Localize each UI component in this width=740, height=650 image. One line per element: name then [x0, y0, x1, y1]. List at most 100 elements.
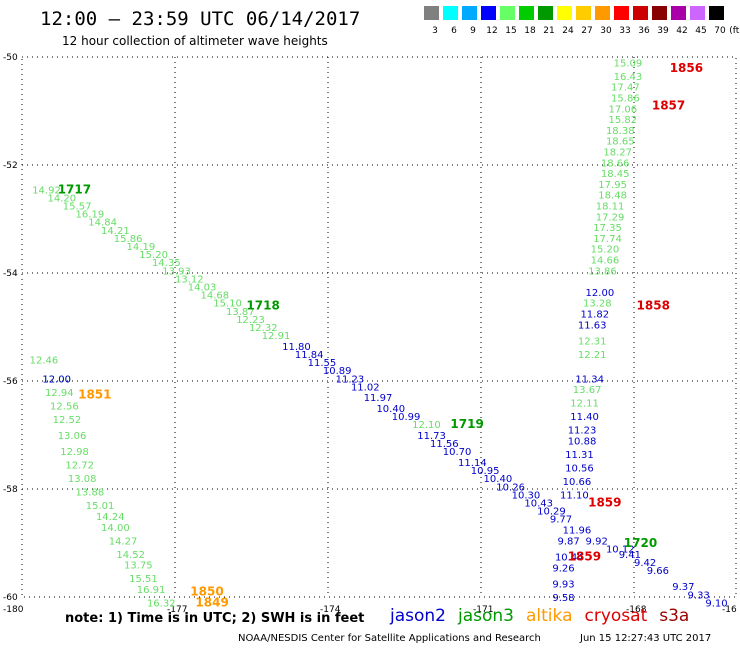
track-time-label: 1718 — [246, 298, 279, 312]
wave-height-label: 11.55 — [308, 358, 337, 369]
wave-height-label: 11.23 — [568, 426, 597, 437]
wave-height-label: 15.10 — [213, 299, 242, 310]
wave-height-label: 11.97 — [364, 393, 393, 404]
wave-height-label: 10.29 — [537, 507, 566, 518]
wave-height-label: 18.66 — [601, 158, 630, 169]
wave-height-label: 12.31 — [578, 337, 607, 348]
legend-label: 30 — [600, 26, 612, 36]
satellite-name: altika — [526, 606, 573, 626]
wave-height-label: 18.65 — [606, 137, 635, 148]
wave-height-label: 10.70 — [443, 447, 472, 458]
credit-text: NOAA/NESDIS Center for Satellite Applica… — [238, 633, 541, 644]
y-tick-label: -56 — [3, 377, 18, 387]
wave-height-label: 15.57 — [63, 202, 92, 213]
wave-height-label: 14.35 — [152, 258, 181, 269]
wave-height-label: 11.56 — [430, 439, 459, 450]
wave-height-label: 10.89 — [323, 366, 352, 377]
wave-height-label: 14.19 — [127, 242, 156, 253]
wave-height-label: 9.92 — [586, 536, 608, 547]
x-tick-label: -180 — [3, 605, 24, 615]
wave-height-label: 13.08 — [68, 474, 97, 485]
legend-label: 36 — [638, 26, 650, 36]
track-time-label: 1849 — [195, 595, 228, 609]
wave-height-label: 17.06 — [609, 104, 638, 115]
wave-height-label: 11.82 — [580, 310, 609, 321]
wave-height-label: 12.23 — [236, 315, 265, 326]
legend-swatch — [481, 6, 496, 20]
legend-swatch — [538, 6, 553, 20]
wave-height-label: 12.11 — [570, 399, 599, 410]
wave-height-label: 10.88 — [568, 436, 597, 447]
wave-height-label: 18.38 — [606, 126, 635, 137]
wave-height-label: 12.98 — [60, 447, 89, 458]
track-time-label: 1859 — [568, 550, 601, 564]
track-time-label: 1851 — [78, 388, 111, 402]
wave-height-label: 14.20 — [48, 193, 77, 204]
page-title: 12:00 – 23:59 UTC 06/14/2017 — [40, 8, 361, 30]
wave-height-label: 15.86 — [611, 94, 640, 105]
satellite-name: s3a — [659, 606, 690, 626]
wave-height-label: 12.10 — [412, 420, 441, 431]
legend-swatch — [443, 6, 458, 20]
wave-height-label: 12.72 — [65, 461, 94, 472]
wave-height-label: 17.29 — [596, 212, 625, 223]
wave-height-label: 13.75 — [124, 561, 153, 572]
legend-swatch — [652, 6, 667, 20]
legend-label: 15 — [505, 26, 517, 36]
wave-height-label: 11.02 — [351, 382, 380, 393]
legend-label: 45 — [695, 26, 707, 36]
wave-height-label: 11.31 — [565, 450, 594, 461]
legend-label: 9 — [470, 26, 476, 36]
track-time-label: 1856 — [670, 61, 703, 75]
wave-height-label: 10.99 — [392, 412, 421, 423]
map-frame — [21, 56, 737, 598]
wave-height-label: 11.34 — [575, 374, 604, 385]
legend-label: 12 — [486, 26, 498, 36]
legend-label: 6 — [451, 26, 457, 36]
track-time-label: 1858 — [637, 298, 670, 312]
wave-height-label: 13.88 — [76, 488, 105, 499]
wave-height-label: 9.66 — [647, 566, 669, 577]
timestamp: Jun 15 12:27:43 UTC 2017 — [580, 633, 712, 644]
wave-height-label: 11.23 — [336, 374, 365, 385]
wave-height-label: 13.67 — [573, 385, 602, 396]
wave-height-label: 9.33 — [688, 590, 710, 601]
wave-height-label: 17.95 — [598, 180, 627, 191]
wave-height-label: 9.87 — [558, 536, 580, 547]
wave-height-label: 9.37 — [672, 582, 694, 593]
wave-height-label: 12.56 — [50, 401, 79, 412]
legend-label: 39 — [657, 26, 669, 36]
x-tick-label: -177 — [167, 605, 187, 615]
wave-height-label: 12.94 — [45, 388, 74, 399]
y-tick-label: -50 — [3, 53, 18, 63]
x-tick-label: -174 — [320, 605, 341, 615]
wave-height-label: 14.00 — [101, 523, 130, 534]
wave-height-label: 16.19 — [76, 210, 105, 221]
wave-height-label: 14.03 — [188, 283, 217, 294]
x-tick-label: -16 — [722, 605, 737, 615]
wave-height-label: 11.96 — [563, 526, 592, 537]
track-time-label: 1719 — [450, 417, 483, 431]
wave-height-label: 13.28 — [583, 299, 612, 310]
wave-height-label: 15.82 — [609, 115, 638, 126]
wave-height-label: 10.66 — [563, 477, 592, 488]
track-time-label: 1859 — [588, 496, 621, 510]
x-tick-label: -171 — [473, 605, 493, 615]
wave-height-label: 16.91 — [137, 585, 166, 596]
legend-unit: (ft) — [729, 26, 740, 36]
wave-height-label: 14.92 — [32, 185, 61, 196]
wave-height-label: 15.20 — [591, 245, 620, 256]
wave-height-label: 13.06 — [58, 431, 87, 442]
legend-swatch — [690, 6, 705, 20]
wave-height-label: 11.73 — [417, 431, 446, 442]
legend-label: 33 — [619, 26, 631, 36]
wave-height-label: 11.63 — [578, 320, 607, 331]
wave-height-label: 12.00 — [42, 374, 71, 385]
wave-height-label: 11.40 — [570, 412, 599, 423]
legend-swatch — [519, 6, 534, 20]
wave-height-label: 13.93 — [162, 266, 191, 277]
legend-swatch — [424, 6, 439, 20]
wave-height-label: 14.66 — [591, 256, 620, 267]
wave-height-label: 9.58 — [552, 593, 574, 604]
wave-height-label: 15.20 — [139, 250, 168, 261]
